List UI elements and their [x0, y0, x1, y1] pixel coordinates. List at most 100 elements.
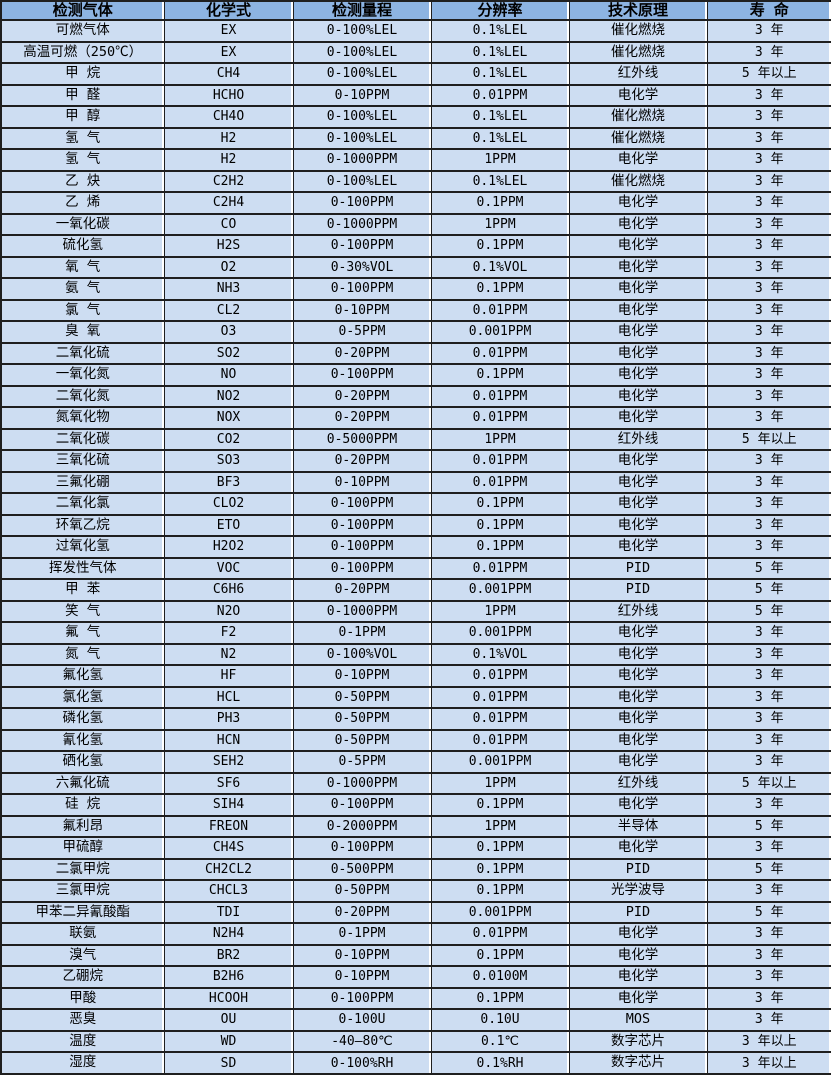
gas-name-cell: 氨 气 [0, 277, 165, 300]
gas-name-cell: 氯化氢 [0, 685, 165, 709]
table-cell: 3 年 [706, 836, 831, 859]
table-cell: 3 年 [706, 943, 831, 967]
gas-name-cell: 臭 氧 [0, 320, 165, 343]
table-cell: 0-1PPM [292, 922, 432, 945]
table-cell: 电化学 [568, 341, 708, 365]
table-cell: 5 年 [706, 556, 831, 580]
table-row: 磷化氢 PH3 0-50PPM 0.01PPM 电化学 3 年 [0, 707, 831, 730]
table-cell: HCHO [163, 83, 294, 107]
table-cell: 0.01PPM [430, 83, 570, 107]
table-row: 氢 气 H2 0-100%LEL 0.1%LEL 催化燃烧 3 年 [0, 126, 831, 150]
table-cell: N2H4 [163, 922, 294, 945]
table-cell: 0-100PPM [292, 535, 432, 558]
gas-name-cell: 联氨 [0, 922, 165, 945]
table-cell: 数字芯片 [568, 1029, 708, 1053]
table-cell: 0-10PPM [292, 664, 432, 687]
table-cell: 3 年 [706, 642, 831, 666]
gas-name-cell: 二氧化硫 [0, 341, 165, 365]
table-cell: 电化学 [568, 986, 708, 1010]
table-cell: CL2 [163, 298, 294, 322]
table-cell: 0-100PPM [292, 234, 432, 257]
table-cell: 3 年 [706, 535, 831, 558]
gas-name-cell: 甲酸 [0, 986, 165, 1010]
table-cell: 0-10PPM [292, 943, 432, 967]
table-row: 硒化氢 SEH2 0-5PPM 0.001PPM 电化学 3 年 [0, 750, 831, 773]
table-cell: SEH2 [163, 750, 294, 773]
table-cell: 电化学 [568, 363, 708, 386]
gas-name-cell: 三氧化硫 [0, 449, 165, 472]
table-cell: 0-5PPM [292, 320, 432, 343]
table-cell: 3 年 [706, 922, 831, 945]
gas-name-cell: 氢 气 [0, 126, 165, 150]
table-cell: CH4 [163, 62, 294, 85]
table-cell: 0-100PPM [292, 556, 432, 580]
table-cell: 3 年 [706, 793, 831, 816]
table-cell: PID [568, 578, 708, 601]
table-row: 恶臭 OU 0-100U 0.10U MOS 3 年 [0, 1008, 831, 1031]
gas-name-cell: 一氧化氮 [0, 363, 165, 386]
table-cell: 0-5PPM [292, 750, 432, 773]
table-cell: 3 年以上 [706, 1029, 831, 1053]
table-cell: 3 年 [706, 728, 831, 752]
table-cell: 0.1PPM [430, 191, 570, 214]
table-cell: 0.01PPM [430, 556, 570, 580]
table-cell: PID [568, 556, 708, 580]
table-cell: 0-100%LEL [292, 169, 432, 193]
table-cell: H2O2 [163, 535, 294, 558]
gas-name-cell: 六氟化硫 [0, 771, 165, 795]
table-cell: 5 年 [706, 900, 831, 924]
table-cell: 催化燃烧 [568, 169, 708, 193]
table-cell: 3 年 [706, 1008, 831, 1031]
table-row: 温度 WD -40—80℃ 0.1℃ 数字芯片 3 年以上 [0, 1029, 831, 1053]
table-cell: CH4S [163, 836, 294, 859]
table-cell: 电化学 [568, 707, 708, 730]
table-cell: 0.1PPM [430, 986, 570, 1010]
table-cell: 3 年 [706, 234, 831, 257]
table-cell: 0-10PPM [292, 965, 432, 988]
table-cell: PID [568, 900, 708, 924]
table-row: 甲酸 HCOOH 0-100PPM 0.1PPM 电化学 3 年 [0, 986, 831, 1010]
table-cell: 红外线 [568, 427, 708, 451]
table-cell: CH4O [163, 105, 294, 128]
gas-name-cell: 二氧化碳 [0, 427, 165, 451]
table-cell: 0-5000PPM [292, 427, 432, 451]
table-cell: 0-100%LEL [292, 19, 432, 42]
table-cell: 0.01PPM [430, 685, 570, 709]
table-cell: 3 年 [706, 320, 831, 343]
table-cell: 催化燃烧 [568, 126, 708, 150]
table-cell: 3 年 [706, 363, 831, 386]
table-cell: 0.01PPM [430, 406, 570, 429]
table-cell: 0.001PPM [430, 578, 570, 601]
table-cell: 电化学 [568, 470, 708, 494]
table-cell: 0-50PPM [292, 707, 432, 730]
table-cell: 0-100PPM [292, 363, 432, 386]
table-cell: 3 年 [706, 341, 831, 365]
table-cell: 3 年 [706, 492, 831, 515]
table-row: 乙硼烷 B2H6 0-10PPM 0.0100M 电化学 3 年 [0, 965, 831, 988]
table-row: 乙 炔 C2H2 0-100%LEL 0.1%LEL 催化燃烧 3 年 [0, 169, 831, 193]
table-row: 氮 气 N2 0-100%VOL 0.1%VOL 电化学 3 年 [0, 642, 831, 666]
table-cell: SF6 [163, 771, 294, 795]
gas-name-cell: 笑 气 [0, 599, 165, 623]
table-cell: 电化学 [568, 384, 708, 408]
table-row: 二氧化硫 SO2 0-20PPM 0.01PPM 电化学 3 年 [0, 341, 831, 365]
gas-name-cell: 溴气 [0, 943, 165, 967]
table-cell: 3 年 [706, 384, 831, 408]
table-cell: 5 年以上 [706, 771, 831, 795]
table-row: 氢 气 H2 0-1000PPM 1PPM 电化学 3 年 [0, 148, 831, 171]
table-cell: 3 年 [706, 212, 831, 236]
table-row: 二氯甲烷 CH2CL2 0-500PPM 0.1PPM PID 5 年 [0, 857, 831, 881]
table-cell: 0.001PPM [430, 750, 570, 773]
table-cell: N2O [163, 599, 294, 623]
gas-name-cell: 氟 气 [0, 621, 165, 644]
table-row: 挥发性气体 VOC 0-100PPM 0.01PPM PID 5 年 [0, 556, 831, 580]
gas-name-cell: 二氧化氯 [0, 492, 165, 515]
table-cell: 电化学 [568, 234, 708, 257]
table-cell: PH3 [163, 707, 294, 730]
table-cell: 0-20PPM [292, 384, 432, 408]
gas-name-cell: 硅 烷 [0, 793, 165, 816]
table-cell: C2H2 [163, 169, 294, 193]
table-cell: 0.1PPM [430, 513, 570, 537]
table-row: 联氨 N2H4 0-1PPM 0.01PPM 电化学 3 年 [0, 922, 831, 945]
